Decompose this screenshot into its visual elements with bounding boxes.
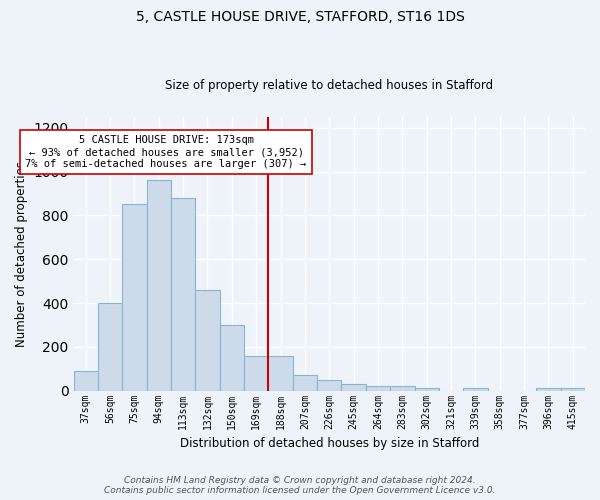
Title: Size of property relative to detached houses in Stafford: Size of property relative to detached ho…: [165, 79, 493, 92]
Bar: [415, 388, 439, 390]
Text: 5 CASTLE HOUSE DRIVE: 173sqm
← 93% of detached houses are smaller (3,952)
7% of : 5 CASTLE HOUSE DRIVE: 173sqm ← 93% of de…: [25, 136, 307, 168]
Bar: [560, 388, 585, 390]
Bar: [366, 386, 390, 390]
Text: 5, CASTLE HOUSE DRIVE, STAFFORD, ST16 1DS: 5, CASTLE HOUSE DRIVE, STAFFORD, ST16 1D…: [136, 10, 464, 24]
Bar: [171, 198, 196, 390]
Bar: [268, 356, 293, 390]
Bar: [196, 290, 220, 390]
Bar: [317, 380, 341, 390]
Bar: [293, 376, 317, 390]
X-axis label: Distribution of detached houses by size in Stafford: Distribution of detached houses by size …: [179, 437, 479, 450]
Text: Contains HM Land Registry data © Crown copyright and database right 2024.
Contai: Contains HM Land Registry data © Crown c…: [104, 476, 496, 495]
Bar: [146, 180, 171, 390]
Bar: [74, 371, 98, 390]
Bar: [536, 388, 560, 390]
Bar: [220, 325, 244, 390]
Bar: [390, 386, 415, 390]
Bar: [244, 356, 268, 390]
Bar: [463, 388, 488, 390]
Y-axis label: Number of detached properties: Number of detached properties: [15, 160, 28, 346]
Bar: [341, 384, 366, 390]
Bar: [122, 204, 146, 390]
Bar: [98, 303, 122, 390]
